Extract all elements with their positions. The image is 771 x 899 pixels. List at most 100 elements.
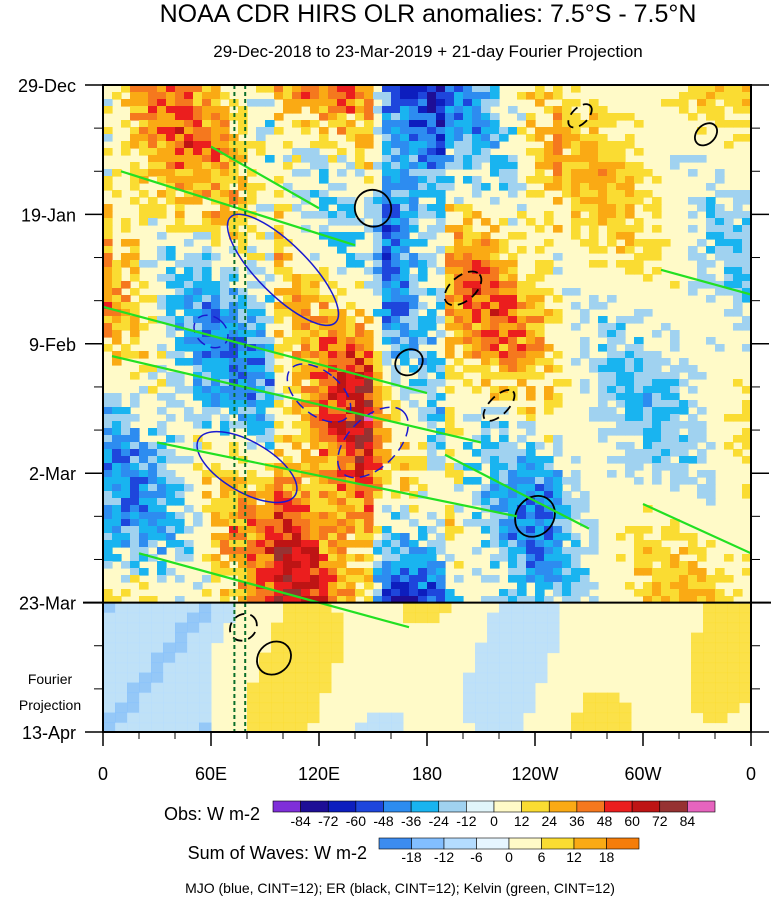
obs-cell: [346, 372, 356, 380]
projection-cell: [127, 722, 140, 732]
obs-cell: [310, 379, 320, 387]
obs-cell: [508, 302, 518, 310]
obs-cell: [661, 428, 671, 436]
obs-cell: [382, 589, 392, 597]
obs-cell: [724, 246, 734, 254]
obs-cell: [472, 435, 482, 443]
obs-cell: [562, 127, 572, 135]
obs-cell: [112, 407, 122, 415]
projection-cell: [175, 642, 188, 654]
obs-cell: [328, 561, 338, 569]
obs-cell: [103, 533, 113, 541]
projection-cell: [115, 712, 128, 724]
obs-cell: [121, 323, 131, 331]
projection-cell: [271, 702, 284, 714]
obs-cell: [202, 190, 212, 198]
colorbar-level-label: 0: [505, 849, 513, 865]
obs-cell: [283, 463, 293, 471]
obs-cell: [364, 456, 374, 464]
obs-cell: [427, 225, 437, 233]
obs-cell: [148, 484, 158, 492]
colorbar-level-label: 24: [541, 813, 557, 829]
obs-cell: [166, 99, 176, 107]
obs-cell: [382, 134, 392, 142]
projection-cell: [487, 612, 500, 624]
obs-cell: [598, 176, 608, 184]
obs-cell: [697, 99, 707, 107]
colorbar-level-label: -72: [318, 813, 338, 829]
obs-cell: [247, 183, 257, 191]
projection-cell: [403, 612, 416, 624]
colorbar-swatch: [411, 837, 445, 850]
projection-cell: [607, 692, 620, 704]
obs-cell: [427, 526, 437, 534]
obs-cell: [337, 526, 347, 534]
projection-cell: [223, 602, 236, 614]
obs-cell: [211, 540, 221, 548]
obs-cell: [256, 393, 266, 401]
obs-cell: [652, 358, 662, 366]
obs-cell: [616, 421, 626, 429]
obs-cell: [157, 477, 167, 485]
obs-cell: [130, 309, 140, 317]
obs-cell: [112, 540, 122, 548]
obs-cell: [598, 435, 608, 443]
obs-cell: [436, 316, 446, 324]
obs-cell: [724, 274, 734, 282]
obs-cell: [544, 596, 554, 604]
obs-cell: [634, 421, 644, 429]
obs-cell: [445, 589, 455, 597]
obs-cell: [328, 554, 338, 562]
obs-cell: [211, 533, 221, 541]
obs-cell: [688, 155, 698, 163]
obs-cell: [301, 211, 311, 219]
obs-cell: [391, 99, 401, 107]
obs-cell: [589, 218, 599, 226]
obs-cell: [715, 568, 725, 576]
obs-cell: [310, 141, 320, 149]
obs-cell: [166, 519, 176, 527]
obs-cell: [346, 344, 356, 352]
obs-cell: [121, 456, 131, 464]
projection-cell: [523, 682, 536, 694]
obs-cell: [490, 113, 500, 121]
obs-cell: [346, 211, 356, 219]
projection-cell: [511, 692, 524, 704]
chart-title: NOAA CDR HIRS OLR anomalies: 7.5°S - 7.5…: [160, 0, 697, 28]
obs-cell: [598, 407, 608, 415]
obs-cell: [553, 267, 563, 275]
obs-cell: [517, 127, 527, 135]
obs-cell: [211, 162, 221, 170]
obs-cell: [130, 316, 140, 324]
obs-cell: [472, 449, 482, 457]
obs-cell: [247, 323, 257, 331]
obs-cell: [454, 232, 464, 240]
projection-cell: [283, 712, 296, 724]
obs-cell: [472, 491, 482, 499]
obs-cell: [634, 316, 644, 324]
obs-cell: [211, 302, 221, 310]
obs-cell: [184, 162, 194, 170]
obs-cell: [319, 575, 329, 583]
obs-cell: [607, 407, 617, 415]
obs-cell: [517, 358, 527, 366]
obs-cell: [211, 99, 221, 107]
obs-cell: [373, 400, 383, 408]
obs-cell: [643, 400, 653, 408]
projection-cell: [247, 702, 260, 714]
obs-cell: [346, 596, 356, 604]
obs-cell: [166, 491, 176, 499]
projection-cell: [127, 712, 140, 724]
obs-cell: [202, 92, 212, 100]
obs-cell: [193, 176, 203, 184]
obs-cell: [463, 120, 473, 128]
obs-cell: [202, 288, 212, 296]
obs-cell: [517, 183, 527, 191]
obs-cell: [130, 463, 140, 471]
obs-cell: [409, 281, 419, 289]
obs-cell: [490, 127, 500, 135]
obs-cell: [346, 92, 356, 100]
obs-cell: [238, 183, 248, 191]
obs-cell: [256, 99, 266, 107]
obs-cell: [337, 449, 347, 457]
